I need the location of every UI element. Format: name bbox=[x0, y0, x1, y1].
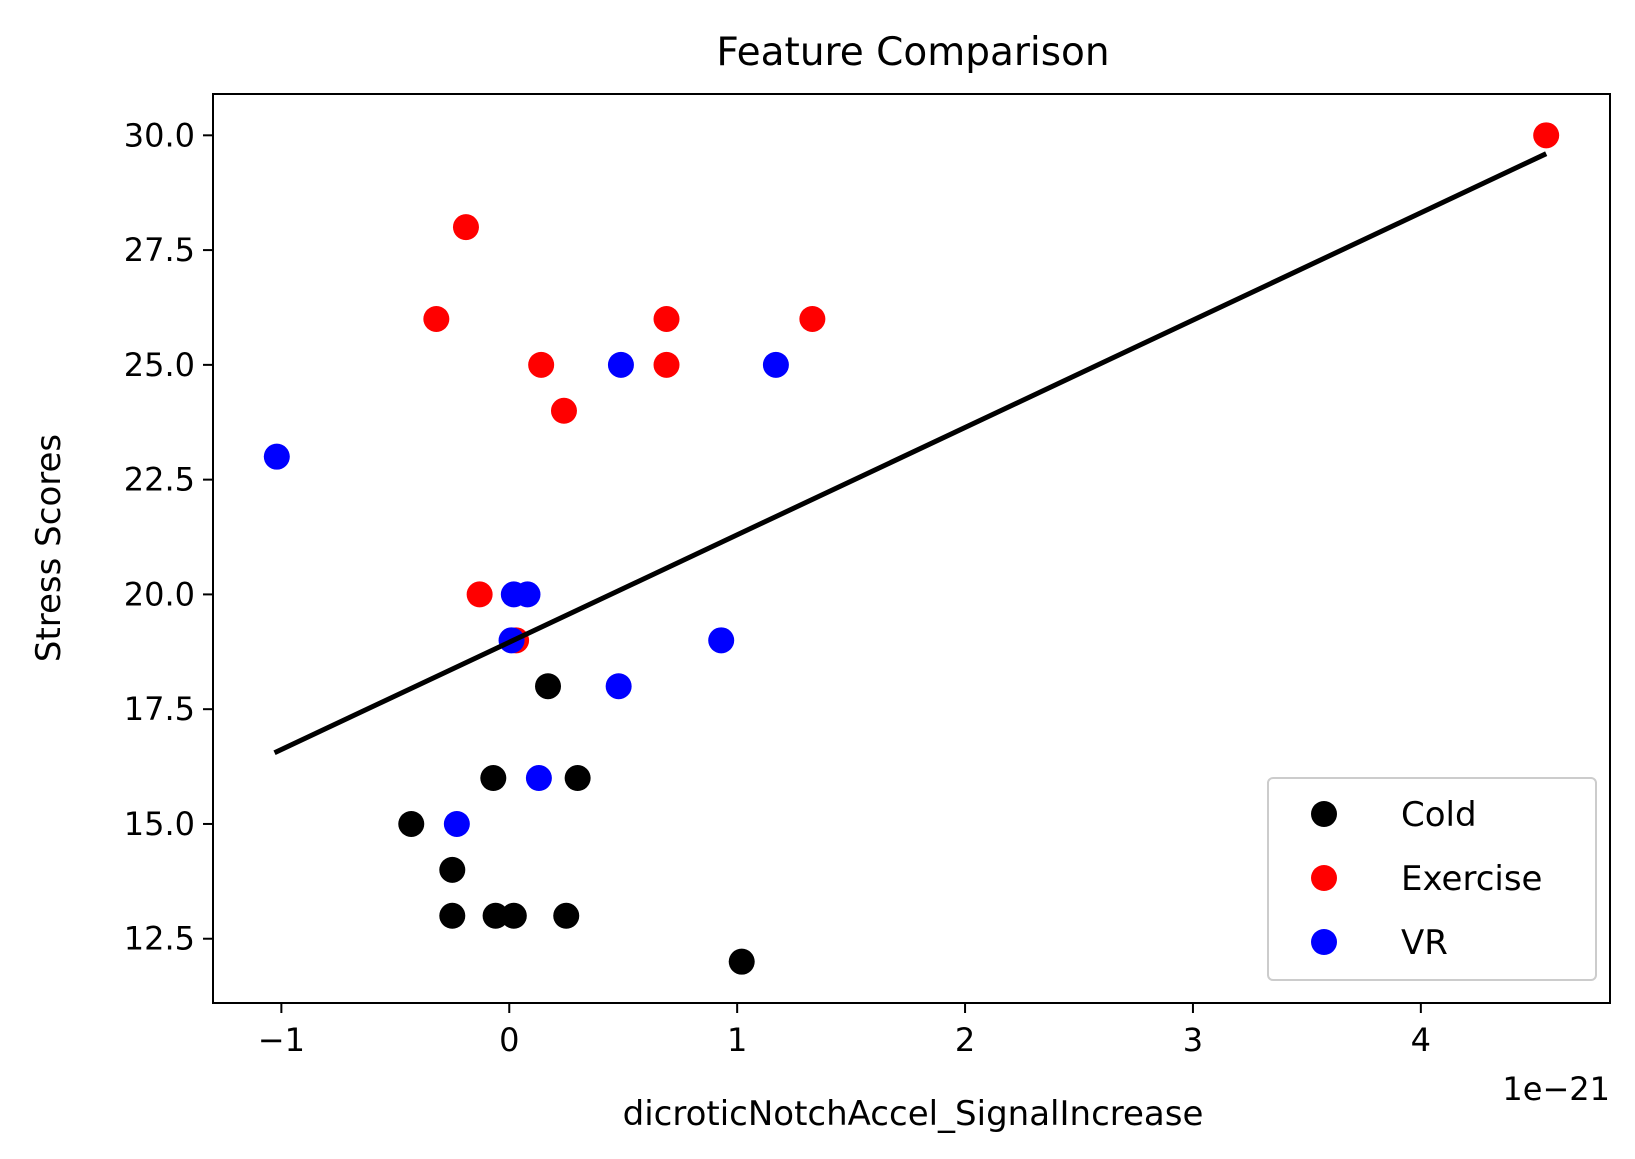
legend-label-cold: Cold bbox=[1401, 795, 1477, 835]
x-axis-offset-text: 1e−21 bbox=[1502, 1070, 1610, 1108]
data-point-cold bbox=[482, 902, 509, 929]
data-point-vr bbox=[443, 810, 470, 837]
data-point-exercise bbox=[799, 305, 826, 332]
data-point-vr bbox=[263, 443, 290, 470]
y-tick-label: 20.0 bbox=[124, 575, 195, 613]
data-point-cold bbox=[439, 902, 466, 929]
y-tick-label: 22.5 bbox=[124, 461, 195, 499]
x-tick-label: 1 bbox=[727, 1021, 747, 1059]
y-tick-label: 30.0 bbox=[124, 116, 195, 154]
data-point-cold bbox=[553, 902, 580, 929]
data-point-exercise bbox=[653, 351, 680, 378]
data-point-vr bbox=[762, 351, 789, 378]
data-point-cold bbox=[564, 765, 591, 792]
y-tick-label: 12.5 bbox=[124, 920, 195, 958]
data-point-cold bbox=[480, 765, 507, 792]
data-point-vr bbox=[525, 765, 552, 792]
data-point-cold bbox=[535, 673, 562, 700]
legend-label-vr: VR bbox=[1401, 923, 1448, 963]
data-point-exercise bbox=[452, 214, 479, 241]
data-point-exercise bbox=[653, 305, 680, 332]
x-tick-label: −1 bbox=[258, 1021, 305, 1059]
plot-area bbox=[263, 122, 1560, 975]
x-tick-label: 3 bbox=[1183, 1021, 1203, 1059]
legend-box bbox=[1267, 777, 1597, 981]
x-tick-label: 2 bbox=[955, 1021, 975, 1059]
legend-marker-cold bbox=[1311, 801, 1337, 827]
y-tick-label: 25.0 bbox=[124, 346, 195, 384]
fit-line bbox=[273, 151, 1548, 756]
data-point-exercise bbox=[423, 305, 450, 332]
y-tick-label: 15.0 bbox=[124, 805, 195, 843]
axis-ticks: −1 0 1 2 3 4 12.5 15.0 17.5 20.0 22.5 25.0 27.5 30.0 bbox=[124, 116, 1431, 1059]
data-point-cold bbox=[728, 948, 755, 975]
data-point-exercise bbox=[1533, 122, 1560, 149]
chart-title: Feature Comparison bbox=[716, 30, 1109, 75]
plot-frame bbox=[212, 93, 1611, 1004]
data-point-cold bbox=[500, 902, 527, 929]
data-point-exercise bbox=[466, 581, 493, 608]
data-point-exercise bbox=[550, 397, 577, 424]
data-point-vr bbox=[708, 627, 735, 654]
y-axis-label: Stress Scores bbox=[29, 434, 69, 662]
data-point-vr bbox=[514, 581, 541, 608]
data-point-cold bbox=[439, 856, 466, 883]
legend-marker-exercise bbox=[1311, 865, 1337, 891]
data-point-exercise bbox=[528, 351, 555, 378]
legend-label-exercise: Exercise bbox=[1401, 859, 1542, 899]
x-axis-label: dicroticNotchAccel_SignalIncrease bbox=[623, 1094, 1204, 1134]
x-tick-label: 4 bbox=[1411, 1021, 1431, 1059]
y-tick-label: 27.5 bbox=[124, 231, 195, 269]
y-tick-label: 17.5 bbox=[124, 690, 195, 728]
legend-marker-vr bbox=[1311, 929, 1337, 955]
data-point-cold bbox=[398, 810, 425, 837]
x-tick-label: 0 bbox=[499, 1021, 519, 1059]
legend: Cold Exercise VR bbox=[1267, 777, 1597, 981]
data-point-vr bbox=[607, 351, 634, 378]
data-point-vr bbox=[605, 673, 632, 700]
